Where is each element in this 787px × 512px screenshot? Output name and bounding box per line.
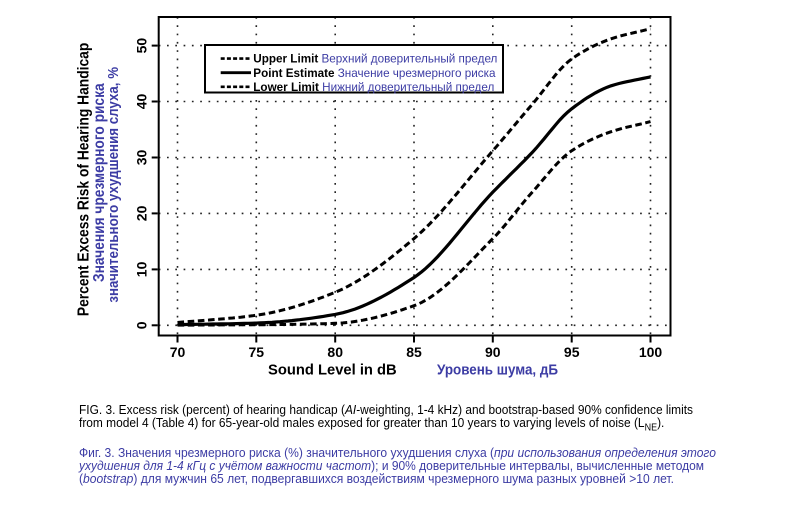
svg-text:0: 0 bbox=[133, 321, 149, 329]
svg-text:85: 85 bbox=[406, 344, 422, 360]
svg-text:10: 10 bbox=[133, 261, 149, 277]
svg-text:Уровень шума, дБ: Уровень шума, дБ bbox=[437, 361, 558, 378]
svg-text:80: 80 bbox=[327, 344, 343, 360]
svg-text:40: 40 bbox=[133, 94, 149, 110]
svg-text:Point Estimate Значение чрезме: Point Estimate Значение чрезмерного риск… bbox=[253, 67, 496, 80]
svg-text:Значения чрезмерного риска: Значения чрезмерного риска bbox=[91, 83, 108, 282]
svg-text:95: 95 bbox=[564, 344, 580, 360]
svg-text:Upper Limit Верхний доверитель: Upper Limit Верхний доверительный предел bbox=[253, 53, 497, 66]
svg-text:90: 90 bbox=[485, 344, 501, 360]
svg-text:Sound Level in dB: Sound Level in dB bbox=[268, 361, 397, 378]
svg-text:30: 30 bbox=[133, 150, 149, 166]
svg-text:значительного ухудшения слуха,: значительного ухудшения слуха, % bbox=[105, 67, 122, 303]
svg-text:70: 70 bbox=[170, 344, 186, 360]
svg-text:50: 50 bbox=[133, 38, 149, 54]
svg-text:Lower Limit Нижний доверительн: Lower Limit Нижний доверительный предел bbox=[253, 81, 494, 94]
svg-text:100: 100 bbox=[639, 344, 663, 360]
svg-text:Percent Excess Risk of Hearing: Percent Excess Risk of Hearing Handicap bbox=[76, 43, 93, 316]
svg-text:20: 20 bbox=[133, 205, 149, 221]
svg-text:75: 75 bbox=[249, 344, 265, 360]
